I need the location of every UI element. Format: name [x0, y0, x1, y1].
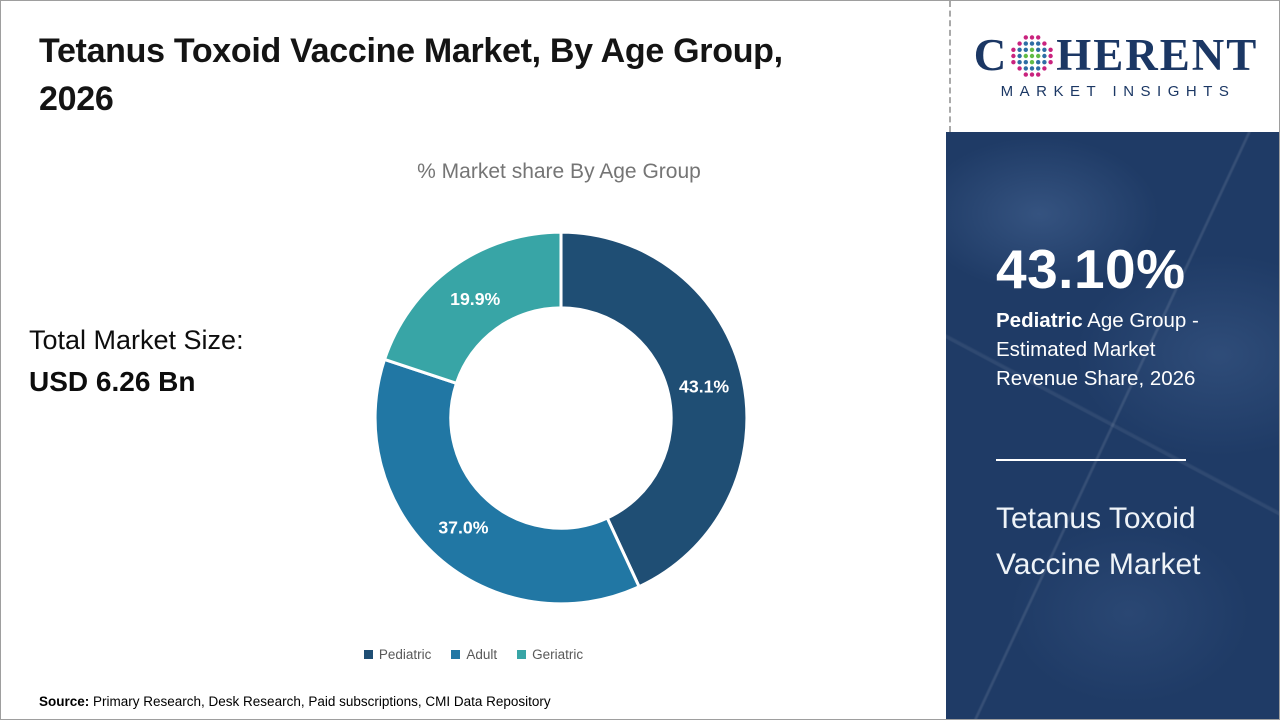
page-title: Tetanus Toxoid Vaccine Market, By Age Gr…	[39, 27, 911, 124]
globe-dot	[1036, 59, 1041, 64]
page-title-line1: Tetanus Toxoid Vaccine Market, By Age Gr…	[39, 32, 783, 70]
globe-dot	[1042, 59, 1047, 64]
stat-description-segment: Pediatric	[996, 309, 1083, 332]
legend-label-pediatric: Pediatric	[378, 647, 432, 662]
donut-segment-geriatric	[382, 230, 563, 386]
stat-value: 43.10%	[996, 238, 1186, 300]
legend-item-geriatric: Geriatric	[517, 647, 583, 662]
donut-segment-pediatric	[559, 230, 749, 589]
logo-letter-c: C	[973, 30, 1009, 80]
total-market-size: Total Market Size: USD 6.26 Bn	[29, 325, 244, 398]
slice-label-pediatric: 43.1%	[679, 377, 729, 397]
brand-logo-wordmark: C HERENT	[974, 33, 1259, 78]
donut-segment-adult	[373, 357, 642, 606]
market-name-line2: Vaccine Market	[996, 548, 1201, 581]
slice-label-adult: 37.0%	[438, 517, 488, 537]
right-panel: 43.10% Pediatric Age Group - Estimated M…	[946, 132, 1279, 719]
legend-label-geriatric: Geriatric	[532, 647, 584, 662]
globe-dot	[1036, 65, 1041, 71]
globe-dot	[1011, 47, 1016, 52]
globe-dot	[1011, 53, 1016, 58]
brand-logo: C HERENT MARKET INSIGHTS	[949, 1, 1279, 132]
logo-letters-rest: HERENT	[1056, 30, 1259, 80]
market-name: Tetanus Toxoid Vaccine Market	[996, 496, 1201, 588]
market-name-line1: Tetanus Toxoid	[996, 502, 1196, 535]
source-label: Source:	[39, 694, 90, 709]
globe-dot	[1036, 34, 1041, 40]
globe-dot	[1036, 47, 1041, 52]
globe-dot	[1042, 53, 1047, 58]
globe-dot	[1011, 59, 1016, 64]
globe-dot	[1042, 65, 1047, 71]
globe-dot	[1048, 59, 1054, 64]
globe-dot	[1030, 59, 1035, 64]
slice-label-geriatric: 19.9%	[450, 289, 500, 309]
source-note: Source: Primary Research, Desk Research,…	[39, 694, 551, 709]
globe-dot	[1017, 65, 1023, 71]
globe-dot	[1030, 40, 1035, 46]
donut-chart: 43.1% 37.0% 19.9%	[373, 230, 749, 606]
stat-description-rest: Age Group - Estimated Market Revenue Sha…	[996, 309, 1199, 390]
globe-dot	[1023, 40, 1029, 46]
globe-dot	[1030, 65, 1035, 71]
globe-dot	[1030, 34, 1035, 40]
source-text: Primary Research, Desk Research, Paid su…	[89, 694, 551, 709]
globe-dot	[1042, 40, 1047, 46]
globe-dot	[1036, 53, 1041, 58]
total-market-size-label: Total Market Size:	[29, 325, 244, 355]
globe-dot	[1023, 34, 1029, 40]
globe-dot	[1017, 59, 1023, 64]
chart-subtitle: % Market share By Age Group	[417, 160, 701, 183]
globe-dot	[1023, 53, 1029, 58]
world-map-texture	[946, 132, 1279, 719]
globe-dot	[1017, 47, 1023, 52]
globe-dot	[1023, 71, 1029, 77]
globe-icon	[1011, 34, 1054, 77]
legend-swatch-geriatric	[517, 650, 527, 659]
globe-dot	[1036, 71, 1041, 77]
stat-description: Pediatric Age Group - Estimated Market R…	[996, 306, 1218, 393]
legend-label-adult: Adult	[466, 647, 498, 662]
globe-dot	[1017, 40, 1023, 46]
globe-dot	[1048, 53, 1054, 58]
globe-dot	[1036, 40, 1041, 46]
globe-dot	[1030, 71, 1035, 77]
logo-subtitle: MARKET INSIGHTS	[1000, 83, 1236, 100]
globe-dot	[1023, 47, 1029, 52]
globe-dot	[1023, 59, 1029, 64]
globe-dot	[1023, 65, 1029, 71]
legend-item-adult: Adult	[451, 647, 497, 662]
total-market-size-value: USD 6.26 Bn	[29, 366, 196, 397]
globe-dot	[1030, 53, 1035, 58]
globe-dot	[1048, 47, 1054, 52]
legend-item-pediatric: Pediatric	[363, 647, 432, 662]
globe-dot	[1042, 47, 1047, 52]
globe-dot	[1017, 53, 1023, 58]
page-title-line2: 2026	[39, 80, 114, 119]
legend-swatch-pediatric	[363, 650, 373, 659]
divider-line	[996, 459, 1186, 461]
globe-dot	[1030, 47, 1035, 52]
chart-legend: Pediatric Adult Geriatric	[1, 647, 946, 662]
legend-swatch-adult	[451, 650, 461, 659]
